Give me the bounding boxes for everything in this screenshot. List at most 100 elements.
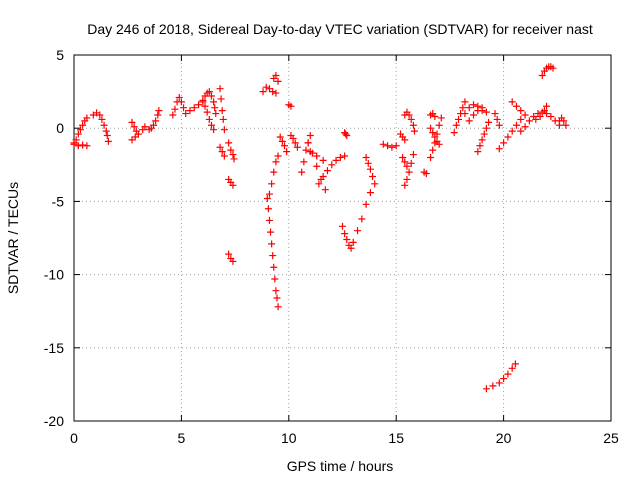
axis-ticks: 0 5 10 15 20 25 5 0 -5 -10 -15 -20 bbox=[44, 47, 619, 446]
data-point bbox=[272, 71, 280, 79]
data-point bbox=[508, 127, 516, 135]
data-point bbox=[454, 115, 462, 123]
satellite-track bbox=[259, 83, 280, 97]
data-point bbox=[470, 101, 478, 109]
data-point bbox=[362, 153, 370, 161]
data-point bbox=[504, 133, 512, 141]
data-point bbox=[549, 64, 557, 72]
data-point bbox=[313, 152, 321, 160]
y-tick-label: 0 bbox=[56, 120, 64, 136]
x-tick-label: 25 bbox=[603, 430, 619, 446]
data-point bbox=[289, 134, 297, 142]
satellite-track bbox=[265, 152, 282, 198]
data-point bbox=[332, 156, 340, 164]
data-point bbox=[230, 155, 238, 163]
data-point bbox=[154, 111, 162, 119]
data-point bbox=[141, 123, 149, 131]
y-tick-label: -20 bbox=[44, 413, 64, 429]
data-point bbox=[465, 104, 473, 112]
data-point bbox=[207, 121, 215, 129]
data-point bbox=[429, 146, 437, 154]
satellite-track bbox=[420, 168, 430, 178]
data-point bbox=[341, 152, 349, 160]
data-point bbox=[500, 375, 508, 383]
data-point bbox=[216, 143, 224, 151]
data-point bbox=[560, 117, 568, 125]
data-point bbox=[269, 252, 277, 260]
satellite-track bbox=[495, 115, 525, 153]
data-point bbox=[347, 244, 355, 252]
data-point bbox=[342, 130, 350, 138]
satellite-track bbox=[287, 132, 301, 151]
data-point bbox=[493, 115, 501, 123]
data-point bbox=[517, 115, 525, 123]
data-point bbox=[283, 148, 291, 156]
data-point bbox=[517, 127, 525, 135]
data-point bbox=[495, 121, 503, 129]
satellite-track bbox=[216, 85, 228, 134]
data-point bbox=[203, 108, 211, 116]
data-point bbox=[276, 133, 284, 141]
data-point bbox=[429, 129, 437, 137]
data-point bbox=[358, 215, 366, 223]
data-point bbox=[171, 105, 179, 113]
satellite-track bbox=[298, 132, 314, 176]
data-point bbox=[270, 168, 278, 176]
satellite-track bbox=[465, 104, 486, 125]
data-point bbox=[461, 98, 469, 106]
data-point bbox=[306, 132, 314, 140]
data-point bbox=[315, 180, 323, 188]
data-point bbox=[205, 115, 213, 123]
y-tick-label: 5 bbox=[56, 47, 64, 63]
data-point bbox=[508, 98, 516, 106]
satellite-track bbox=[315, 152, 349, 188]
data-point bbox=[508, 364, 516, 372]
data-point bbox=[229, 181, 237, 189]
data-point bbox=[302, 146, 310, 154]
data-point bbox=[474, 148, 482, 156]
data-point bbox=[371, 180, 379, 188]
data-point bbox=[217, 95, 225, 103]
x-axis-label: GPS time / hours bbox=[287, 458, 394, 474]
satellite-track bbox=[401, 108, 418, 135]
data-point bbox=[543, 110, 551, 118]
data-point bbox=[175, 93, 183, 101]
y-tick-label: -10 bbox=[44, 267, 64, 283]
data-point bbox=[343, 235, 351, 243]
data-point bbox=[543, 102, 551, 110]
data-point bbox=[219, 115, 227, 123]
data-point bbox=[291, 139, 299, 147]
data-point bbox=[399, 153, 407, 161]
data-point bbox=[102, 127, 110, 135]
data-point bbox=[525, 117, 533, 125]
satellite-track bbox=[399, 153, 411, 170]
data-point bbox=[273, 294, 281, 302]
data-point bbox=[182, 110, 190, 118]
data-point bbox=[274, 152, 282, 160]
satellite-track bbox=[362, 153, 377, 181]
data-point bbox=[512, 102, 520, 110]
data-point bbox=[304, 139, 312, 147]
data-point bbox=[532, 115, 540, 123]
data-point bbox=[405, 111, 413, 119]
plot-frame bbox=[73, 54, 612, 422]
satellite-track bbox=[285, 101, 295, 110]
data-point bbox=[401, 158, 409, 166]
data-point bbox=[431, 112, 439, 120]
data-point bbox=[201, 102, 209, 110]
satellite-track bbox=[482, 360, 519, 393]
data-point bbox=[422, 170, 430, 178]
data-point bbox=[207, 92, 215, 100]
data-point bbox=[268, 180, 276, 188]
satellite-track bbox=[427, 114, 445, 161]
satellite-track bbox=[450, 98, 469, 137]
satellite-track bbox=[517, 108, 546, 135]
grid-lines bbox=[74, 55, 611, 421]
satellite-track bbox=[427, 124, 443, 148]
x-tick-label: 20 bbox=[496, 430, 512, 446]
data-point bbox=[268, 240, 276, 248]
data-point bbox=[405, 168, 413, 176]
data-point bbox=[83, 142, 91, 150]
satellite-track bbox=[532, 102, 551, 123]
